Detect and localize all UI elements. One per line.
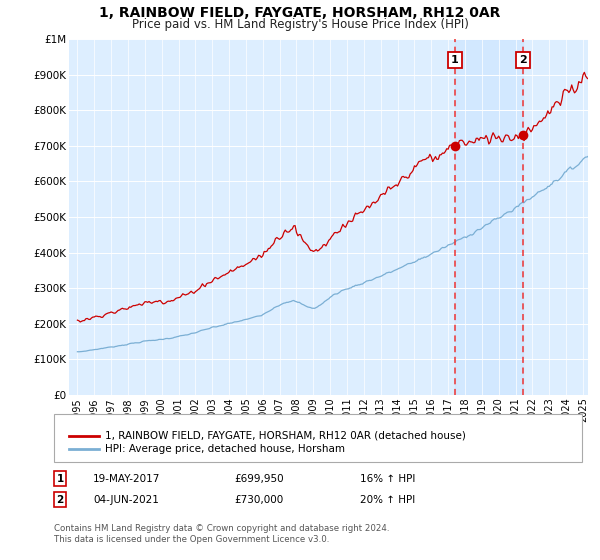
Bar <box>455 39 523 395</box>
Text: 1, RAINBOW FIELD, FAYGATE, HORSHAM, RH12 0AR (detached house): 1, RAINBOW FIELD, FAYGATE, HORSHAM, RH12… <box>105 431 466 441</box>
Text: 1: 1 <box>56 474 64 484</box>
Text: Price paid vs. HM Land Registry's House Price Index (HPI): Price paid vs. HM Land Registry's House … <box>131 18 469 31</box>
Text: 1: 1 <box>451 55 458 65</box>
Text: 16% ↑ HPI: 16% ↑ HPI <box>360 474 415 484</box>
Text: 20% ↑ HPI: 20% ↑ HPI <box>360 494 415 505</box>
Text: 19-MAY-2017: 19-MAY-2017 <box>93 474 160 484</box>
Text: Contains HM Land Registry data © Crown copyright and database right 2024.: Contains HM Land Registry data © Crown c… <box>54 524 389 533</box>
Text: This data is licensed under the Open Government Licence v3.0.: This data is licensed under the Open Gov… <box>54 535 329 544</box>
Text: 1, RAINBOW FIELD, FAYGATE, HORSHAM, RH12 0AR: 1, RAINBOW FIELD, FAYGATE, HORSHAM, RH12… <box>100 6 500 20</box>
Text: 2: 2 <box>519 55 527 65</box>
Text: £730,000: £730,000 <box>234 494 283 505</box>
Text: 2: 2 <box>56 494 64 505</box>
Text: HPI: Average price, detached house, Horsham: HPI: Average price, detached house, Hors… <box>105 444 345 454</box>
Text: £699,950: £699,950 <box>234 474 284 484</box>
Text: 04-JUN-2021: 04-JUN-2021 <box>93 494 159 505</box>
